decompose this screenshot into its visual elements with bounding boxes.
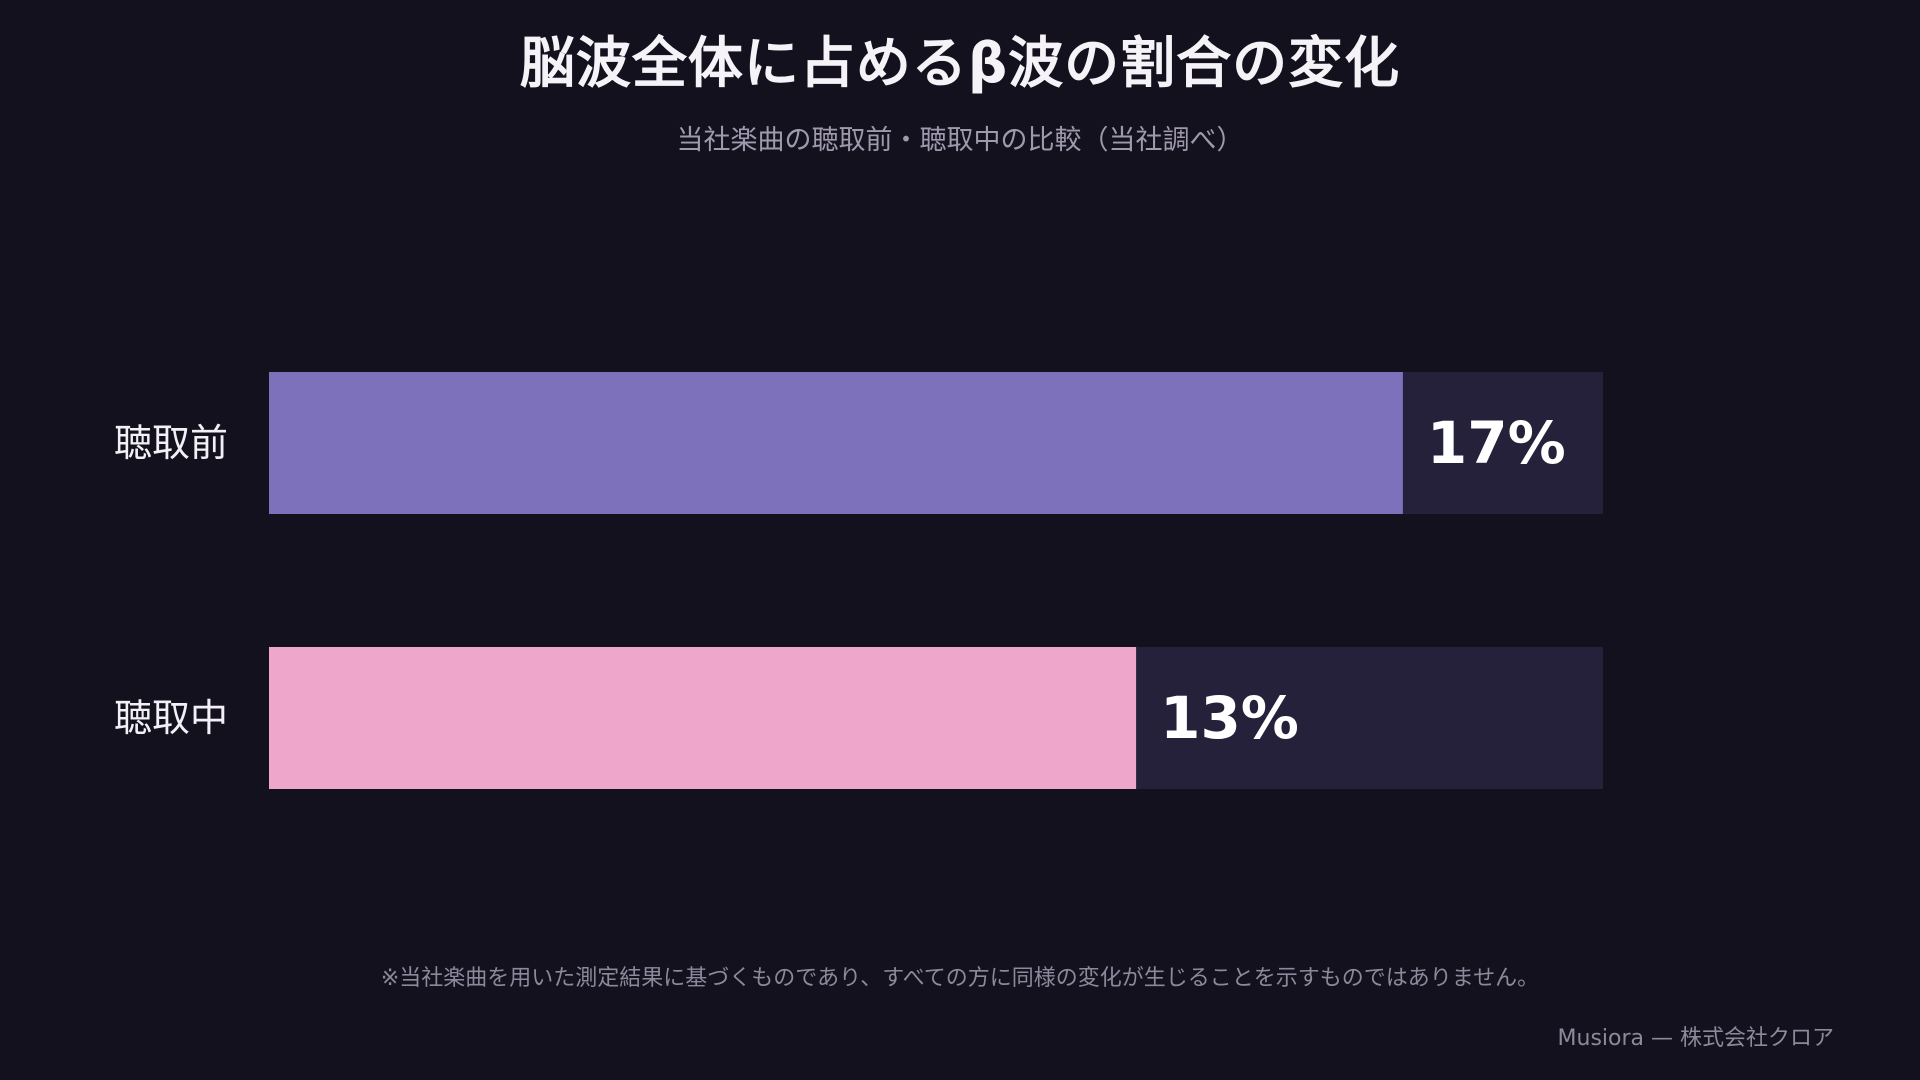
category-label: 聴取中 [114, 696, 228, 740]
chart-title: 脳波全体に占めるβ波の割合の変化 [519, 31, 1401, 95]
value-label: 17% [1427, 409, 1566, 477]
chart-subtitle: 当社楽曲の聴取前・聴取中の比較（当社調べ） [676, 125, 1244, 156]
bar-before [269, 372, 1403, 514]
value-label: 13% [1160, 684, 1299, 752]
bar-during [269, 647, 1137, 789]
footnote: ※当社楽曲を用いた測定結果に基づくものであり、すべての方に同様の変化が生じること… [380, 966, 1540, 991]
category-label: 聴取前 [114, 421, 228, 465]
credit-line: Musiora — 株式会社クロア [1557, 1026, 1834, 1051]
